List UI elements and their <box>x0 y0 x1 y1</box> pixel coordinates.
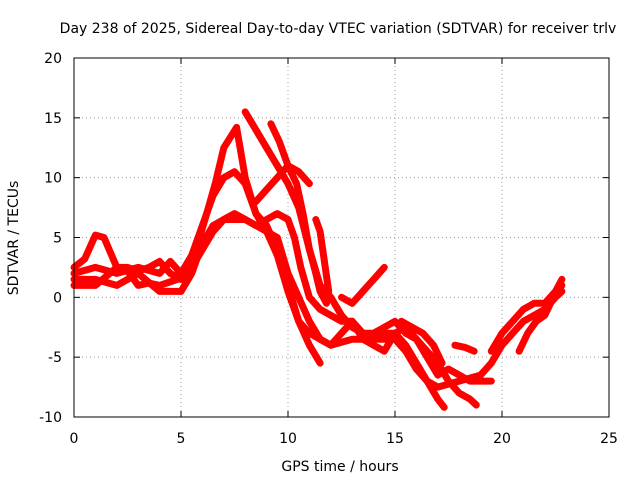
series-track-11 <box>451 341 478 355</box>
series-track-13 <box>515 281 566 355</box>
y-tick-label: 5 <box>53 231 62 247</box>
series-track-9 <box>338 263 388 307</box>
series-track-7 <box>252 162 313 206</box>
grid-lines <box>74 58 609 417</box>
x-tick-label: 10 <box>279 431 297 447</box>
y-tick-label: -5 <box>48 350 62 366</box>
y-tick-label: -10 <box>39 410 62 426</box>
y-axis-label: SDTVAR / TECUs <box>6 181 22 296</box>
x-tick-label: 20 <box>493 431 511 447</box>
series-track-10 <box>397 317 446 367</box>
x-tick-label: 25 <box>600 431 618 447</box>
axis-ticks <box>73 57 610 418</box>
y-tick-label: 15 <box>44 111 62 127</box>
x-tick-label: 5 <box>177 431 186 447</box>
series-track-5 <box>241 108 448 411</box>
x-tick-label: 0 <box>70 431 79 447</box>
series-track-6 <box>267 120 330 307</box>
y-tick-label: 0 <box>53 290 62 306</box>
series-track-3 <box>70 216 495 385</box>
series-track-8 <box>312 216 333 295</box>
x-axis-label: GPS time / hours <box>281 459 398 475</box>
x-tick-label: 15 <box>386 431 404 447</box>
tick-labels: 0 5 10 15 20 25 -10 -5 0 5 10 15 20 <box>39 51 618 447</box>
series-track-4 <box>70 210 480 409</box>
data-series <box>70 108 566 411</box>
y-tick-label: 20 <box>44 51 62 67</box>
chart-title: Day 238 of 2025, Sidereal Day-to-day VTE… <box>60 21 617 37</box>
series-track-2 <box>70 168 566 391</box>
y-tick-label: 10 <box>44 171 62 187</box>
